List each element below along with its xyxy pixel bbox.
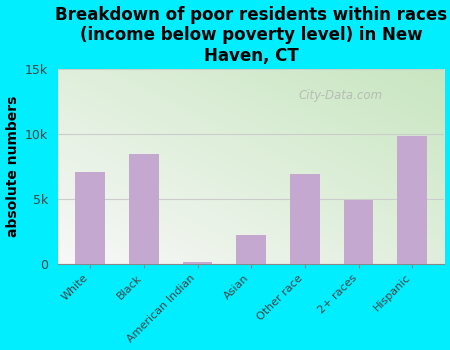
Bar [290,174,320,264]
Text: City-Data.com: City-Data.com [298,89,382,101]
Bar [183,262,212,264]
Y-axis label: absolute numbers: absolute numbers [5,96,19,237]
Bar [236,235,266,264]
Bar [129,154,158,264]
Bar [344,200,374,264]
Title: Breakdown of poor residents within races
(income below poverty level) in New
Hav: Breakdown of poor residents within races… [55,6,447,65]
Bar [397,135,427,264]
Bar [76,172,105,264]
